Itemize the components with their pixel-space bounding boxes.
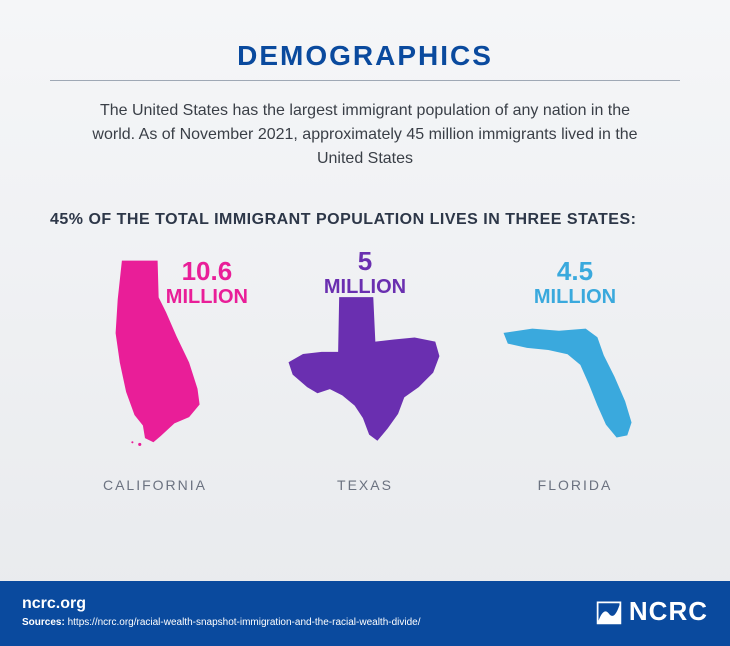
florida-value: 4.5 MILLION bbox=[534, 257, 616, 308]
footer-left: ncrc.org Sources: https://ncrc.org/racia… bbox=[22, 595, 421, 628]
ncrc-logo: NCRC bbox=[595, 596, 708, 627]
state-florida: 4.5 MILLION FLORIDA bbox=[470, 247, 680, 561]
texas-value-unit: MILLION bbox=[324, 276, 406, 298]
subheading: 45% OF THE TOTAL IMMIGRANT POPULATION LI… bbox=[50, 211, 680, 229]
infographic-body: DEMOGRAPHICS The United States has the l… bbox=[0, 0, 730, 581]
footer-sources-url: https://ncrc.org/racial-wealth-snapshot-… bbox=[68, 617, 421, 628]
florida-label: FLORIDA bbox=[538, 477, 613, 493]
footer-bar: ncrc.org Sources: https://ncrc.org/racia… bbox=[0, 581, 730, 646]
texas-value-number: 5 bbox=[324, 247, 406, 276]
texas-label: TEXAS bbox=[337, 477, 393, 493]
texas-icon bbox=[280, 292, 450, 447]
florida-value-number: 4.5 bbox=[534, 257, 616, 286]
ncrc-logo-text: NCRC bbox=[629, 596, 708, 627]
state-california: 10.6 MILLION CALIFORNIA bbox=[50, 247, 260, 561]
state-texas: 5 MILLION TEXAS bbox=[260, 247, 470, 561]
footer-sources: Sources: https://ncrc.org/racial-wealth-… bbox=[22, 617, 421, 628]
page-title: DEMOGRAPHICS bbox=[50, 40, 680, 81]
footer-sources-label: Sources: bbox=[22, 617, 65, 628]
california-value: 10.6 MILLION bbox=[166, 257, 248, 308]
ncrc-logo-icon bbox=[595, 598, 623, 626]
florida-value-unit: MILLION bbox=[534, 286, 616, 308]
florida-icon bbox=[495, 317, 655, 447]
california-value-unit: MILLION bbox=[166, 286, 248, 308]
california-label: CALIFORNIA bbox=[103, 477, 207, 493]
states-row: 10.6 MILLION CALIFORNIA 5 MILLION bbox=[50, 247, 680, 561]
california-value-number: 10.6 bbox=[166, 257, 248, 286]
intro-text: The United States has the largest immigr… bbox=[50, 99, 680, 171]
texas-value: 5 MILLION bbox=[324, 247, 406, 298]
footer-site-url: ncrc.org bbox=[22, 595, 421, 613]
